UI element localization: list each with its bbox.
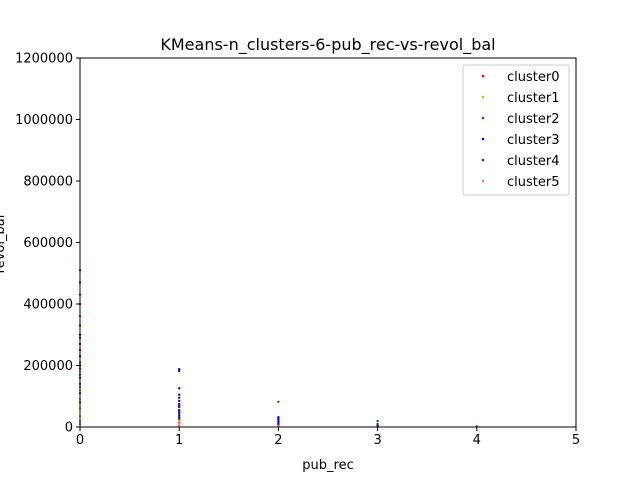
data-point-cluster3-5 bbox=[178, 393, 181, 396]
data-point-cluster1-4 bbox=[178, 419, 181, 423]
data-point-cluster3-3 bbox=[178, 369, 181, 373]
legend-label-cluster5: cluster5 bbox=[507, 175, 559, 190]
data-point-cluster3-12 bbox=[178, 414, 181, 417]
data-point-cluster3-13 bbox=[178, 416, 181, 419]
data-point-cluster4-3 bbox=[178, 404, 181, 407]
legend-marker-cluster0 bbox=[481, 74, 485, 78]
x-axis-ticks: 0 1 2 3 4 5 bbox=[76, 427, 580, 448]
data-point-cluster2-7 bbox=[376, 419, 379, 423]
chart-title: KMeans-n_clusters-6-pub_rec-vs-revol_bal bbox=[160, 35, 495, 55]
legend-label-cluster1: cluster1 bbox=[507, 91, 559, 106]
y-axis-ticks: 0 200000 400000 600000 800000 1000000 1200000 bbox=[15, 52, 80, 436]
y-axis-label: revol_bal bbox=[0, 215, 8, 274]
x-tick-label-0: 0 bbox=[76, 433, 84, 448]
x-tick-label-5: 5 bbox=[572, 433, 580, 448]
legend: cluster0 cluster1 cluster2 cluster3 cluster4… bbox=[462, 64, 570, 196]
x-axis-label: pub_rec bbox=[302, 458, 353, 473]
data-point-cluster3-2 bbox=[178, 368, 181, 371]
y-tick-label-3: 600000 bbox=[23, 236, 73, 251]
y-tick-label-5: 1000000 bbox=[15, 113, 73, 128]
legend-label-cluster0: cluster0 bbox=[507, 70, 559, 85]
data-point-cluster3-7 bbox=[178, 399, 181, 403]
x-tick-label-2: 2 bbox=[274, 433, 282, 448]
data-point-cluster3-14 bbox=[277, 416, 280, 419]
data-point-cluster3-6 bbox=[178, 396, 181, 399]
data-point-cluster2-5 bbox=[277, 400, 280, 403]
y-tick-label-0: 0 bbox=[65, 421, 73, 436]
y-tick-label-1: 200000 bbox=[23, 359, 73, 374]
legend-box bbox=[462, 64, 570, 196]
y-tick-label-4: 800000 bbox=[23, 175, 73, 190]
legend-marker-cluster2 bbox=[481, 116, 485, 120]
legend-marker-cluster3 bbox=[481, 137, 485, 141]
x-tick-label-3: 3 bbox=[373, 433, 381, 448]
x-tick-label-4: 4 bbox=[473, 433, 481, 448]
legend-marker-cluster5 bbox=[481, 179, 485, 183]
legend-marker-cluster1 bbox=[481, 95, 485, 99]
x-tick-label-1: 1 bbox=[175, 433, 183, 448]
data-point-cluster5-4 bbox=[178, 422, 181, 425]
legend-marker-cluster4 bbox=[481, 158, 485, 162]
y-tick-label-2: 400000 bbox=[23, 298, 73, 313]
legend-label-cluster3: cluster3 bbox=[507, 133, 559, 148]
data-point-cluster3-4 bbox=[178, 387, 181, 390]
legend-label-cluster4: cluster4 bbox=[507, 154, 559, 169]
data-point-cluster3-16 bbox=[277, 420, 280, 423]
legend-label-cluster2: cluster2 bbox=[507, 112, 559, 127]
data-point-cluster3-15 bbox=[277, 417, 280, 421]
data-point-cluster5-5 bbox=[178, 424, 181, 427]
data-point-cluster4-4 bbox=[178, 410, 181, 413]
y-tick-label-6: 1200000 bbox=[15, 52, 73, 67]
